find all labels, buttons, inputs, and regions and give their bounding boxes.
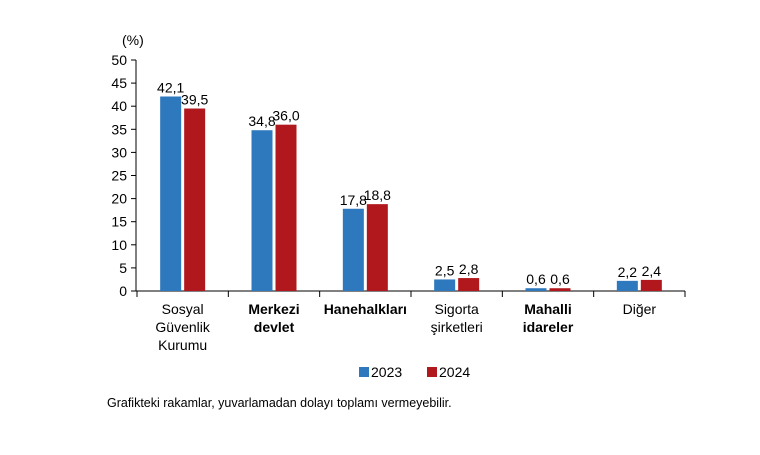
data-label-2024: 0,6: [550, 271, 570, 287]
data-label-2023: 42,1: [157, 79, 184, 95]
bar-2024: [549, 288, 571, 291]
category-label: Merkezi devlet: [248, 301, 299, 335]
data-label-2023: 2,5: [435, 262, 455, 278]
legend-swatch-2024: [427, 367, 437, 377]
bar-2023: [616, 280, 638, 291]
legend-swatch-2023: [359, 367, 369, 377]
y-unit-label: (%): [122, 32, 144, 48]
data-label-2024: 2,8: [459, 261, 479, 277]
y-tick-label: 50: [111, 52, 127, 68]
y-tick-label: 5: [119, 260, 127, 276]
axes: 0 5 10 15 20 25 30 35 40 45 50: [111, 52, 686, 299]
bar-2024: [458, 278, 480, 291]
legend-label-2024: 2024: [439, 364, 470, 380]
bar-2024: [640, 279, 662, 291]
legend: 2023 2024: [359, 364, 470, 380]
category-label: Sosyal Güvenlik Kurumu: [155, 301, 210, 353]
category-labels: Sosyal Güvenlik Kurumu Merkezi devlet Hanehal…: [155, 301, 656, 353]
data-label-2024: 18,8: [364, 187, 391, 203]
y-tick-label: 10: [111, 237, 127, 253]
data-label-2024: 36,0: [272, 108, 299, 124]
data-label-2023: 0,6: [526, 271, 546, 287]
bar-2023: [251, 130, 273, 291]
category-label: Diğer: [623, 301, 657, 317]
y-tick-label: 40: [111, 98, 127, 114]
y-tick-label: 35: [111, 121, 127, 137]
bar-2023: [342, 208, 364, 291]
y-tick-label: 20: [111, 191, 127, 207]
data-label-2023: 17,8: [340, 192, 367, 208]
legend-label-2023: 2023: [371, 364, 402, 380]
y-tick-label: 15: [111, 214, 127, 230]
bar-2024: [275, 124, 297, 292]
data-label-2024: 2,4: [642, 263, 662, 279]
bar-2024: [366, 204, 388, 291]
bar-2024: [184, 108, 206, 291]
y-tick-label: 30: [111, 144, 127, 160]
data-labels: 42,139,5 34,836,0 17,818,8 2,5 2,8 0,6 0,6 2,2 2…: [157, 79, 661, 287]
y-tick-label: 25: [111, 168, 127, 184]
footnote: Grafikteki rakamlar, yuvarlamadan dolayı…: [107, 396, 452, 410]
y-tick-label: 0: [119, 283, 127, 299]
category-label: Hanehalkları: [324, 301, 407, 317]
bar-2023: [525, 288, 547, 291]
data-label-2024: 39,5: [181, 92, 208, 108]
category-label: Sigorta şirketleri: [431, 301, 483, 335]
data-label-2023: 34,8: [248, 113, 275, 129]
bar-2023: [434, 279, 456, 291]
category-label: Mahalli idareler: [523, 301, 574, 335]
y-tick-label: 45: [111, 75, 127, 91]
data-label-2023: 2,2: [618, 264, 638, 280]
bars: [160, 96, 662, 292]
bar-2023: [160, 96, 182, 291]
